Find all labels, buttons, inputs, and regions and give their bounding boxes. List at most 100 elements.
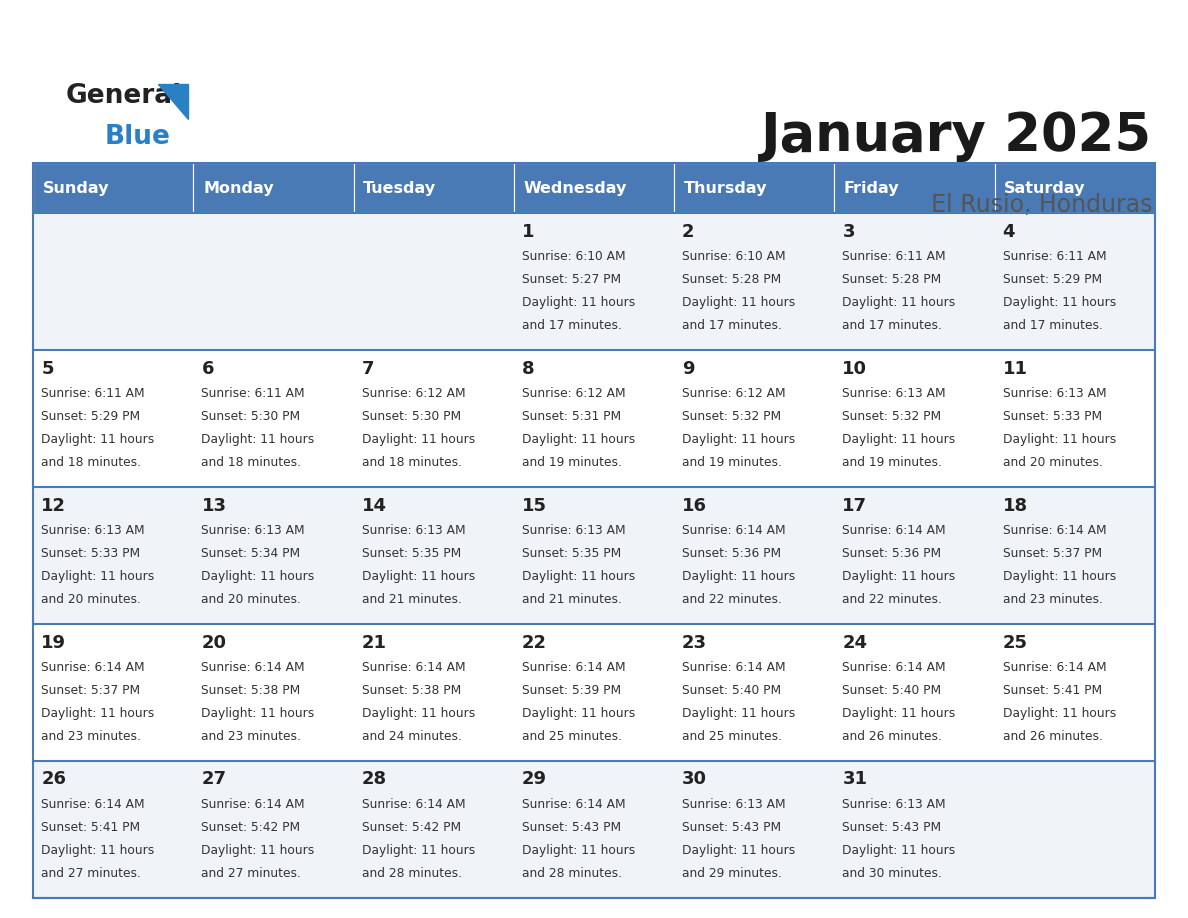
Bar [994, 624, 1155, 761]
Text: Sunset: 5:35 PM: Sunset: 5:35 PM [522, 547, 621, 560]
Text: Sunrise: 6:13 AM: Sunrise: 6:13 AM [202, 524, 305, 537]
Text: January 2025: January 2025 [762, 110, 1152, 162]
Text: 27: 27 [202, 770, 227, 789]
Text: Sunrise: 6:13 AM: Sunrise: 6:13 AM [682, 798, 785, 811]
Text: and 28 minutes.: and 28 minutes. [522, 867, 621, 879]
Text: Sunrise: 6:11 AM: Sunrise: 6:11 AM [842, 251, 946, 263]
Bar [674, 213, 834, 351]
Bar [834, 163, 994, 213]
Text: and 18 minutes.: and 18 minutes. [42, 456, 141, 469]
Text: and 21 minutes.: and 21 minutes. [522, 593, 621, 606]
Text: Sunrise: 6:14 AM: Sunrise: 6:14 AM [42, 798, 145, 811]
Text: 16: 16 [682, 497, 707, 515]
Text: and 19 minutes.: and 19 minutes. [682, 456, 782, 469]
Text: 9: 9 [682, 360, 695, 378]
Text: 17: 17 [842, 497, 867, 515]
Text: Sunrise: 6:10 AM: Sunrise: 6:10 AM [682, 251, 785, 263]
Text: Sunset: 5:42 PM: Sunset: 5:42 PM [202, 821, 301, 834]
Text: Daylight: 11 hours: Daylight: 11 hours [202, 570, 315, 583]
Text: 8: 8 [522, 360, 535, 378]
Text: Blue: Blue [105, 124, 170, 150]
Text: 13: 13 [202, 497, 227, 515]
Text: and 27 minutes.: and 27 minutes. [42, 867, 141, 879]
Text: Daylight: 11 hours: Daylight: 11 hours [42, 707, 154, 720]
Text: 1: 1 [522, 223, 535, 241]
Text: Sunrise: 6:11 AM: Sunrise: 6:11 AM [1003, 251, 1106, 263]
Text: Daylight: 11 hours: Daylight: 11 hours [42, 433, 154, 446]
Text: Sunrise: 6:14 AM: Sunrise: 6:14 AM [522, 661, 626, 674]
Text: 3: 3 [842, 223, 855, 241]
Text: 22: 22 [522, 633, 546, 652]
Text: 15: 15 [522, 497, 546, 515]
Text: 23: 23 [682, 633, 707, 652]
Text: Daylight: 11 hours: Daylight: 11 hours [361, 844, 475, 856]
Bar [194, 163, 354, 213]
Bar [194, 761, 354, 898]
Text: 7: 7 [361, 360, 374, 378]
Text: 6: 6 [202, 360, 214, 378]
Bar [354, 761, 514, 898]
Text: Sunrise: 6:14 AM: Sunrise: 6:14 AM [522, 798, 626, 811]
Bar [33, 163, 194, 213]
Text: Sunset: 5:41 PM: Sunset: 5:41 PM [42, 821, 140, 834]
Text: Sunset: 5:28 PM: Sunset: 5:28 PM [682, 274, 782, 286]
Bar [834, 624, 994, 761]
Text: Sunrise: 6:14 AM: Sunrise: 6:14 AM [842, 524, 946, 537]
Text: 14: 14 [361, 497, 387, 515]
Bar [994, 351, 1155, 487]
Text: and 21 minutes.: and 21 minutes. [361, 593, 462, 606]
Bar [514, 761, 674, 898]
Text: and 18 minutes.: and 18 minutes. [361, 456, 462, 469]
Text: and 19 minutes.: and 19 minutes. [522, 456, 621, 469]
Text: Sunday: Sunday [43, 181, 109, 196]
Bar [514, 487, 674, 624]
Text: Sunset: 5:30 PM: Sunset: 5:30 PM [202, 410, 301, 423]
Bar [514, 163, 674, 213]
Text: Daylight: 11 hours: Daylight: 11 hours [522, 844, 636, 856]
Text: and 19 minutes.: and 19 minutes. [842, 456, 942, 469]
Text: Saturday: Saturday [1004, 181, 1086, 196]
Text: Sunrise: 6:14 AM: Sunrise: 6:14 AM [361, 798, 466, 811]
Text: and 20 minutes.: and 20 minutes. [42, 593, 141, 606]
Bar [354, 163, 514, 213]
Text: and 20 minutes.: and 20 minutes. [202, 593, 302, 606]
Bar [834, 487, 994, 624]
Text: Sunrise: 6:12 AM: Sunrise: 6:12 AM [361, 387, 466, 400]
Text: and 17 minutes.: and 17 minutes. [1003, 319, 1102, 332]
Text: and 22 minutes.: and 22 minutes. [682, 593, 782, 606]
Text: Sunrise: 6:14 AM: Sunrise: 6:14 AM [1003, 524, 1106, 537]
Text: 24: 24 [842, 633, 867, 652]
Text: Daylight: 11 hours: Daylight: 11 hours [842, 433, 955, 446]
Text: Daylight: 11 hours: Daylight: 11 hours [1003, 297, 1116, 309]
Text: El Rusio, Honduras: El Rusio, Honduras [931, 193, 1152, 217]
Text: Sunset: 5:31 PM: Sunset: 5:31 PM [522, 410, 621, 423]
Text: Sunset: 5:30 PM: Sunset: 5:30 PM [361, 410, 461, 423]
Text: and 23 minutes.: and 23 minutes. [42, 730, 141, 743]
Text: Daylight: 11 hours: Daylight: 11 hours [361, 570, 475, 583]
Text: and 25 minutes.: and 25 minutes. [682, 730, 782, 743]
Text: and 26 minutes.: and 26 minutes. [842, 730, 942, 743]
Text: Tuesday: Tuesday [364, 181, 436, 196]
Text: Sunrise: 6:12 AM: Sunrise: 6:12 AM [522, 387, 626, 400]
Polygon shape [158, 84, 188, 119]
Text: Wednesday: Wednesday [524, 181, 627, 196]
Text: Sunset: 5:41 PM: Sunset: 5:41 PM [1003, 684, 1101, 697]
Text: Daylight: 11 hours: Daylight: 11 hours [682, 570, 795, 583]
Text: Sunrise: 6:14 AM: Sunrise: 6:14 AM [682, 524, 785, 537]
Bar [194, 624, 354, 761]
Text: Sunset: 5:33 PM: Sunset: 5:33 PM [42, 547, 140, 560]
Text: Daylight: 11 hours: Daylight: 11 hours [682, 707, 795, 720]
Bar [994, 487, 1155, 624]
Text: 12: 12 [42, 497, 67, 515]
Text: 29: 29 [522, 770, 546, 789]
Text: Sunrise: 6:11 AM: Sunrise: 6:11 AM [42, 387, 145, 400]
Bar [834, 351, 994, 487]
Text: 4: 4 [1003, 223, 1015, 241]
Text: 31: 31 [842, 770, 867, 789]
Text: Sunrise: 6:14 AM: Sunrise: 6:14 AM [842, 661, 946, 674]
Text: Sunset: 5:40 PM: Sunset: 5:40 PM [842, 684, 941, 697]
Text: Daylight: 11 hours: Daylight: 11 hours [682, 844, 795, 856]
Text: and 18 minutes.: and 18 minutes. [202, 456, 302, 469]
Bar [514, 351, 674, 487]
Text: and 17 minutes.: and 17 minutes. [522, 319, 621, 332]
